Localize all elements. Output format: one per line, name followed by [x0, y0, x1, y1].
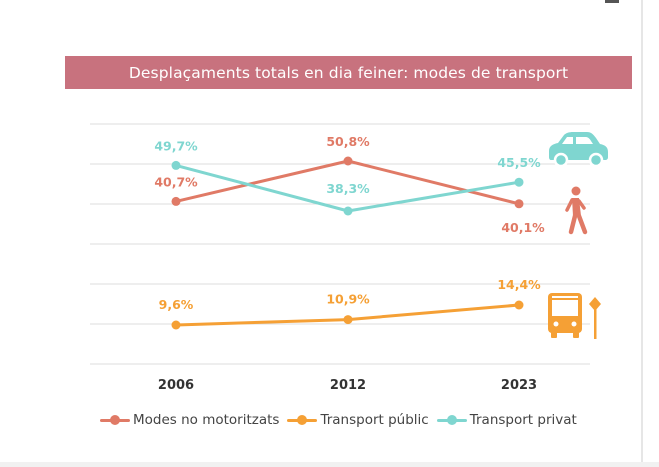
data-point — [171, 196, 181, 206]
x-axis-labels: 2006 2012 2023 — [158, 378, 537, 393]
data-label: 10,9% — [326, 292, 370, 307]
x-tick-label: 2012 — [330, 378, 366, 393]
legend-swatch — [100, 414, 130, 426]
data-point — [343, 156, 353, 166]
line-chart: 2006 2012 2023 9,6% 10,9% 14,4% 40,7% 50,8% 40,… — [90, 123, 608, 393]
data-label: 45,5% — [497, 155, 541, 170]
data-point — [514, 300, 524, 310]
series-points — [171, 156, 524, 330]
legend-swatch — [287, 414, 318, 426]
legend-item-modes-no-motoritzats: Modes no motoritzats — [100, 412, 279, 428]
pedestrian-icon — [565, 186, 588, 235]
data-point — [343, 315, 353, 325]
legend-label: Transport privat — [469, 412, 577, 428]
corner-mark — [605, 0, 619, 3]
x-tick-label: 2006 — [158, 378, 194, 393]
chart-title: Desplaçaments totals en dia feiner: mode… — [65, 56, 632, 89]
data-label: 9,6% — [159, 297, 194, 312]
chart-legend: Modes no motoritzats Transport públic Tr… — [100, 410, 620, 430]
legend-label: Transport públic — [320, 412, 429, 428]
legend-item-transport-privat: Transport privat — [436, 412, 577, 428]
data-point — [514, 199, 524, 209]
car-icon — [549, 132, 608, 168]
data-label: 40,1% — [501, 220, 545, 235]
bus-stop-icon — [548, 293, 601, 339]
data-labels: 9,6% 10,9% 14,4% 40,7% 50,8% 40,1% 49,7% 38,3% 4… — [154, 134, 545, 312]
x-tick-label: 2023 — [501, 378, 537, 393]
legend-item-transport-public: Transport públic — [287, 412, 429, 428]
bottom-divider — [0, 462, 659, 467]
data-label: 50,8% — [326, 134, 370, 149]
legend-swatch — [436, 414, 467, 426]
data-point — [343, 206, 353, 216]
frame-edge — [641, 0, 643, 467]
data-point — [171, 320, 181, 330]
data-point — [514, 177, 524, 187]
data-label: 49,7% — [154, 138, 198, 153]
legend-label: Modes no motoritzats — [133, 412, 280, 428]
data-label: 40,7% — [154, 174, 198, 189]
data-point — [171, 160, 181, 170]
data-label: 38,3% — [326, 181, 370, 196]
data-label: 14,4% — [497, 277, 541, 292]
